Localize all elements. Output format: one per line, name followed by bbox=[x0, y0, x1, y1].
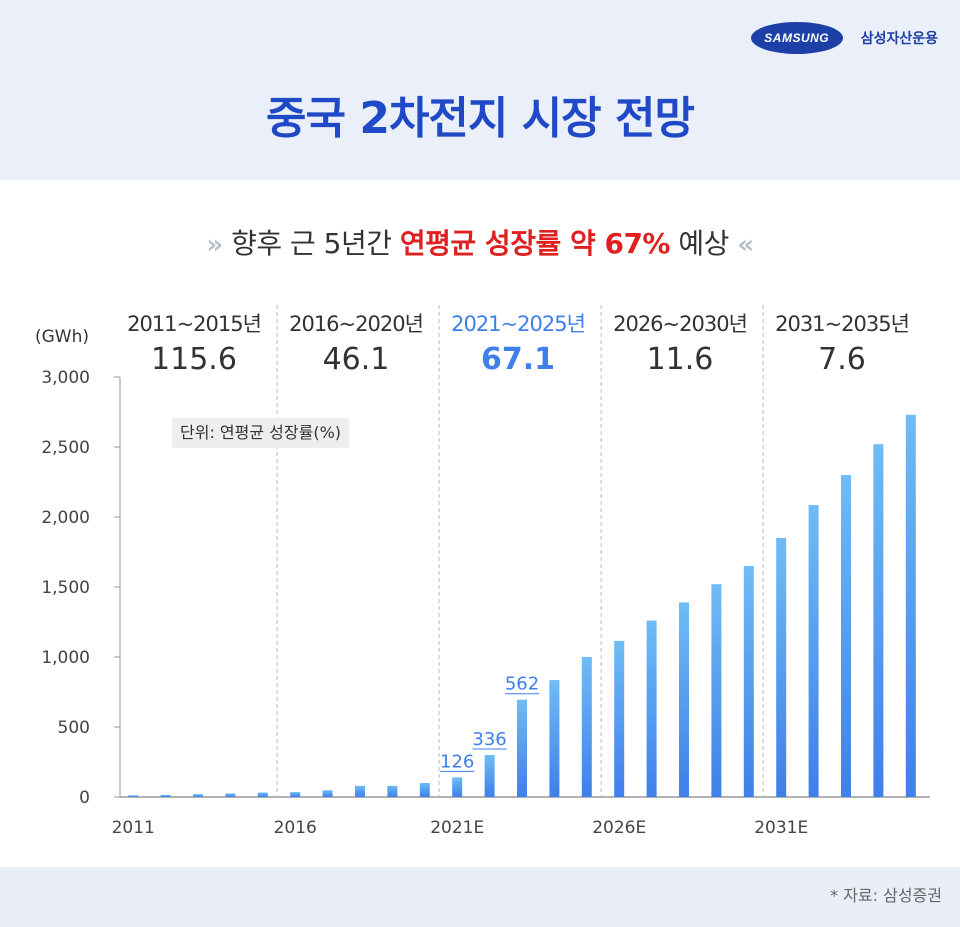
bar-2012 bbox=[160, 794, 171, 797]
x-tick-label: 2016 bbox=[274, 818, 317, 838]
source-note: * 자료: 삼성증권 bbox=[830, 886, 942, 905]
bar-2014 bbox=[225, 793, 236, 797]
bar-2035E bbox=[905, 414, 916, 797]
chart-panel bbox=[0, 180, 960, 867]
bar-2025E bbox=[581, 657, 592, 797]
data-label: 336 bbox=[472, 729, 506, 750]
bar-2015 bbox=[257, 792, 268, 797]
brand-logo-group: SAMSUNG 삼성자산운용 bbox=[750, 22, 938, 54]
x-tick-label: 2021E bbox=[430, 818, 484, 838]
bar-2029E bbox=[711, 584, 722, 797]
y-tick-label: 500 bbox=[58, 718, 90, 738]
page-title: 중국 2차전지 시장 전망 bbox=[266, 93, 695, 144]
unit-annotation: 단위: 연평균 성장률(%) bbox=[172, 418, 350, 448]
bar-2011 bbox=[128, 795, 139, 797]
bar-2021E bbox=[452, 777, 463, 797]
y-tick-label: 0 bbox=[79, 788, 90, 808]
bar-2032E bbox=[808, 505, 819, 797]
bar-2019 bbox=[387, 785, 398, 797]
x-tick-label: 2026E bbox=[592, 818, 646, 838]
bar-series bbox=[128, 414, 916, 797]
period-range: 2016~2020년 bbox=[289, 312, 423, 336]
y-tick-label: 1,000 bbox=[41, 648, 90, 668]
bar-2013 bbox=[193, 794, 203, 797]
period-range: 2011~2015년 bbox=[127, 312, 261, 336]
period-range: 2021~2025년 bbox=[451, 312, 585, 336]
bar-2020 bbox=[419, 783, 430, 797]
x-tick-label: 2031E bbox=[754, 818, 808, 838]
bar-2030E bbox=[743, 566, 754, 797]
period-range: 2031~2035년 bbox=[775, 312, 909, 336]
bar-2023E bbox=[517, 699, 527, 797]
bar-2016 bbox=[290, 792, 301, 797]
x-tick-label: 2011 bbox=[112, 818, 155, 838]
subtitle-highlight: 연평균 성장률 약 67% bbox=[399, 227, 671, 260]
bar-2034E bbox=[873, 444, 884, 797]
bar-2022E bbox=[484, 755, 495, 797]
bar-2017 bbox=[322, 790, 333, 797]
bar-2028E bbox=[679, 602, 689, 797]
period-cagr: 115.6 bbox=[151, 342, 237, 377]
bar-2026E bbox=[614, 640, 625, 797]
bar-2024E bbox=[549, 680, 560, 797]
bar-2031E bbox=[776, 538, 787, 797]
period-cagr: 46.1 bbox=[323, 342, 390, 377]
chevron-right-icon: » bbox=[206, 230, 223, 260]
y-tick-label: 1,500 bbox=[41, 578, 90, 598]
header-banner: SAMSUNG 삼성자산운용 중국 2차전지 시장 전망 bbox=[0, 0, 960, 180]
period-range: 2026~2030년 bbox=[613, 312, 747, 336]
chart-labels: (GWh) 0 500 1,000 1,500 2,000 2,500 3,000 2011 20… bbox=[35, 312, 910, 838]
bar-2027E bbox=[646, 620, 657, 797]
data-label: 562 bbox=[505, 674, 539, 695]
period-cagr: 11.6 bbox=[647, 342, 714, 377]
y-tick-label: 2,000 bbox=[41, 508, 90, 528]
y-tick-label: 3,000 bbox=[41, 368, 90, 388]
data-label: 126 bbox=[440, 751, 474, 772]
subtitle-text-before: 향후 근 5년간 bbox=[231, 227, 400, 260]
period-cagr: 7.6 bbox=[818, 342, 866, 377]
bar-2018 bbox=[355, 785, 365, 797]
y-tick-label: 2,500 bbox=[41, 438, 90, 458]
chevron-left-icon: « bbox=[737, 230, 754, 260]
samsung-logo: SAMSUNG bbox=[750, 22, 843, 54]
period-cagr: 67.1 bbox=[481, 342, 555, 377]
y-axis-unit: (GWh) bbox=[35, 327, 89, 347]
bar-2033E bbox=[841, 475, 851, 797]
chart-subtitle: » 향후 근 5년간 연평균 성장률 약 67% 예상 « bbox=[0, 222, 960, 262]
brand-name: 삼성자산운용 bbox=[860, 31, 938, 47]
subtitle-text-after: 예상 bbox=[670, 227, 729, 260]
period-dividers bbox=[276, 305, 764, 797]
